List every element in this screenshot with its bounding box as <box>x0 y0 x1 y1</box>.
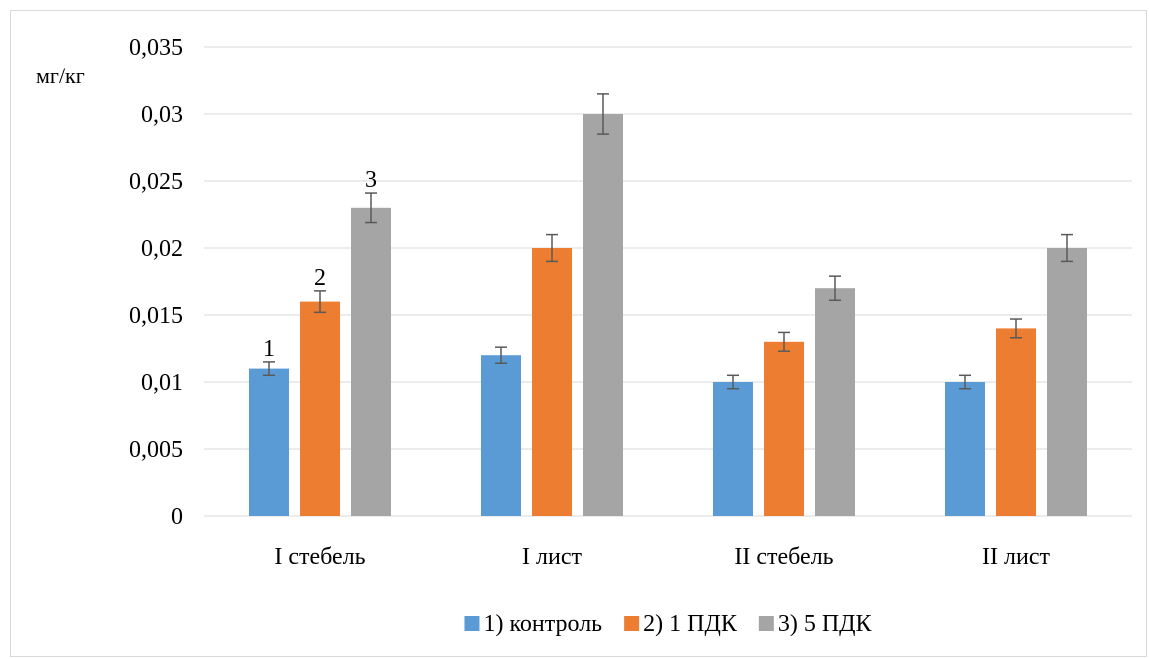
data-label: 2 <box>314 265 326 291</box>
error-bars <box>263 93 1073 390</box>
legend: 1) контроль 2) 1 ПДК 3) 5 ПДК <box>464 611 873 637</box>
y-tick-label: 0 <box>171 504 183 530</box>
legend-label: 3) 5 ПДК <box>778 611 873 637</box>
bar <box>249 368 289 516</box>
bar <box>815 288 855 516</box>
y-tick-label: 0,025 <box>129 169 183 195</box>
bar <box>351 207 391 517</box>
bar <box>945 382 985 516</box>
data-label: 1 <box>263 336 275 362</box>
y-tick-label: 0,01 <box>141 370 183 396</box>
bar <box>764 341 804 516</box>
legend-item: 3) 5 ПДК <box>758 611 873 637</box>
gridlines <box>204 46 1132 517</box>
legend-swatch <box>464 616 480 631</box>
bar <box>1047 248 1087 516</box>
bar <box>300 301 340 516</box>
y-axis-unit-label: мг/кг <box>36 63 85 88</box>
legend-item: 2) 1 ПДК <box>624 611 738 637</box>
legend-item: 1) контроль <box>464 611 602 637</box>
y-tick-label: 0,03 <box>141 102 183 128</box>
y-tick-label: 0,005 <box>129 437 183 463</box>
x-category-label: II стебель <box>734 544 833 570</box>
x-category-label: II лист <box>982 544 1050 570</box>
chart-area <box>10 10 1147 657</box>
data-labels: 1 2 3 <box>263 167 377 362</box>
bar <box>996 328 1036 516</box>
bar <box>583 114 623 516</box>
bars <box>249 114 1087 517</box>
y-axis-tick-labels: 0 0,005 0,01 0,015 0,02 0,025 0,03 0,035 <box>129 35 183 530</box>
data-label: 3 <box>365 167 377 193</box>
x-category-label: I лист <box>522 544 582 570</box>
y-tick-label: 0,035 <box>129 35 183 61</box>
legend-label: 2) 1 ПДК <box>643 611 738 637</box>
y-tick-label: 0,02 <box>141 236 183 262</box>
legend-swatch <box>758 616 774 631</box>
x-category-label: I стебель <box>274 544 365 570</box>
legend-swatch <box>624 616 640 631</box>
bar <box>713 382 753 516</box>
bar <box>481 355 521 516</box>
x-axis-category-labels: I стебель I лист II стебель II лист <box>274 544 1050 570</box>
bar <box>532 248 572 516</box>
y-tick-label: 0,015 <box>129 303 183 329</box>
legend-label: 1) контроль <box>483 611 602 637</box>
